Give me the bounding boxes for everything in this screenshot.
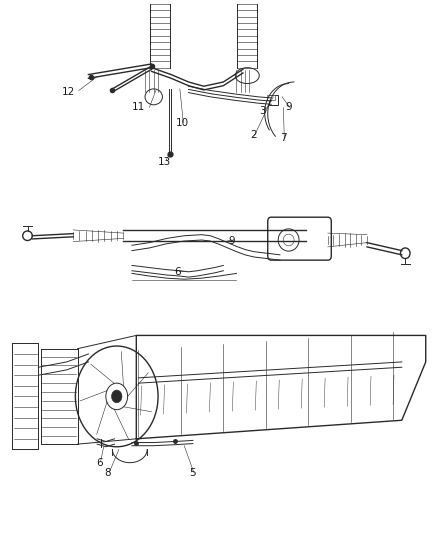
Text: 5: 5 (190, 469, 196, 478)
Bar (269, 95, 278, 105)
Text: 8: 8 (105, 469, 111, 478)
Ellipse shape (23, 231, 32, 240)
Text: 6: 6 (96, 458, 102, 467)
Text: 12: 12 (62, 86, 75, 96)
Ellipse shape (145, 89, 162, 105)
Circle shape (106, 383, 127, 410)
Ellipse shape (400, 248, 410, 259)
Text: 9: 9 (229, 236, 235, 246)
Text: 6: 6 (174, 267, 181, 277)
Text: 11: 11 (132, 102, 145, 112)
Text: 9: 9 (285, 102, 292, 112)
Circle shape (75, 346, 158, 447)
Text: 2: 2 (251, 130, 257, 140)
Text: 3: 3 (259, 106, 266, 116)
FancyBboxPatch shape (268, 217, 331, 260)
Ellipse shape (278, 229, 299, 251)
Text: 13: 13 (158, 157, 171, 166)
Ellipse shape (235, 68, 259, 84)
Bar (267, 95, 275, 100)
Text: 10: 10 (176, 118, 189, 128)
Ellipse shape (283, 234, 294, 246)
Text: 7: 7 (280, 133, 287, 143)
Circle shape (112, 390, 122, 403)
